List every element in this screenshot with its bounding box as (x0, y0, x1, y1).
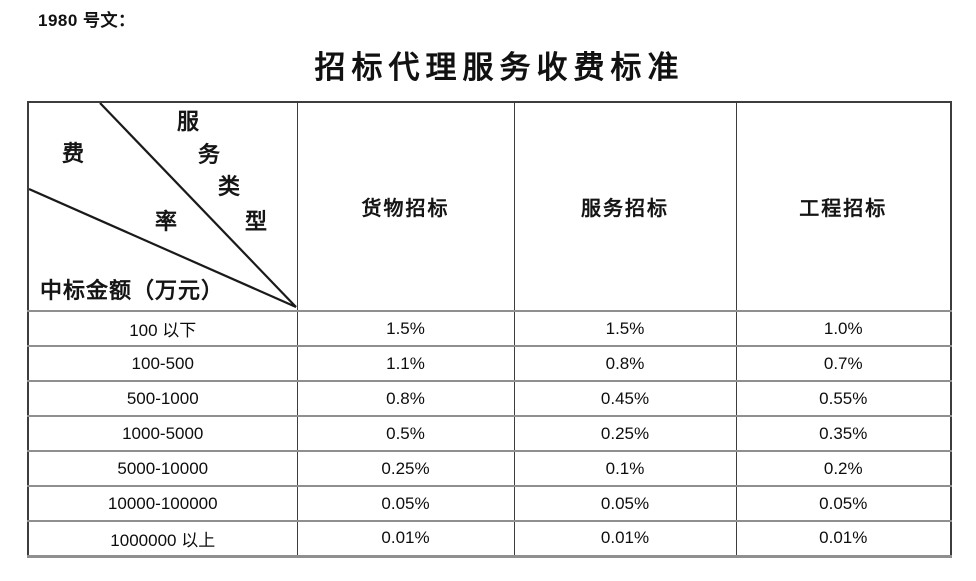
row-label: 1000000 以上 (27, 520, 298, 556)
corner-service-type-char-1: 服 (177, 109, 200, 134)
table-row: 100 以下 1.5% 1.5% 1.0% (27, 310, 952, 346)
fee-cell: 0.05% (735, 485, 952, 521)
table-row: 500-1000 0.8% 0.45% 0.55% (27, 380, 952, 416)
table-row: 5000-10000 0.25% 0.1% 0.2% (27, 450, 952, 486)
column-header-works-bidding: 工程招标 (735, 102, 952, 311)
fee-cell: 1.1% (296, 345, 515, 381)
corner-fee-char: 费 (62, 141, 85, 166)
fee-cell: 1.5% (513, 310, 737, 346)
corner-row-axis-label: 中标金额（万元） (40, 278, 225, 303)
fee-cell: 0.01% (296, 520, 515, 556)
table-row: 1000000 以上 0.01% 0.01% 0.01% (27, 520, 952, 556)
row-label: 1000-5000 (27, 415, 298, 451)
header-row: 服 务 类 型 费 率 中标金额（万元） 货物招标 服务招标 工程招标 (27, 102, 952, 311)
page-title: 招标代理服务收费标准 (314, 50, 685, 85)
fee-standard-table: 服 务 类 型 费 率 中标金额（万元） 货物招标 服务招标 工程招标 100 … (27, 101, 952, 558)
fee-cell: 0.25% (513, 415, 737, 451)
row-label: 100 以下 (27, 310, 298, 346)
fee-cell: 0.55% (735, 380, 952, 416)
fee-cell: 0.5% (296, 415, 515, 451)
fee-cell: 0.45% (513, 380, 737, 416)
fee-cell: 0.35% (735, 415, 952, 451)
row-label: 500-1000 (27, 380, 298, 416)
fee-cell: 1.0% (735, 310, 952, 346)
table-row: 10000-100000 0.05% 0.05% 0.05% (27, 485, 952, 521)
table-row: 100-500 1.1% 0.8% 0.7% (27, 345, 952, 381)
corner-service-type-char-4: 型 (245, 209, 268, 234)
diagonal-line-upper (99, 103, 297, 308)
fee-cell: 1.5% (296, 310, 515, 346)
fee-cell: 0.2% (735, 450, 952, 486)
fee-cell: 0.01% (513, 520, 737, 556)
row-label: 5000-10000 (27, 450, 298, 486)
column-header-services-bidding: 服务招标 (513, 102, 737, 311)
fee-cell: 0.25% (296, 450, 515, 486)
fee-cell: 0.8% (296, 380, 515, 416)
row-label: 100-500 (27, 345, 298, 381)
fee-cell: 0.7% (735, 345, 952, 381)
corner-service-type-char-2: 务 (198, 142, 221, 167)
fee-cell: 0.8% (513, 345, 737, 381)
document-number-label: 1980 号文： (38, 11, 136, 30)
diagonal-line-lower (29, 187, 297, 309)
fee-cell: 0.05% (296, 485, 515, 521)
fee-cell: 0.01% (735, 520, 952, 556)
column-header-goods-bidding: 货物招标 (296, 102, 515, 311)
fee-cell: 0.1% (513, 450, 737, 486)
fee-cell: 0.05% (513, 485, 737, 521)
row-label: 10000-100000 (27, 485, 298, 521)
table-corner-cell: 服 务 类 型 费 率 中标金额（万元） (27, 102, 298, 311)
table-row: 1000-5000 0.5% 0.25% 0.35% (27, 415, 952, 451)
diagonal-split-lines (29, 103, 297, 309)
corner-service-type-char-3: 类 (218, 174, 241, 199)
corner-rate-char: 率 (155, 209, 178, 234)
